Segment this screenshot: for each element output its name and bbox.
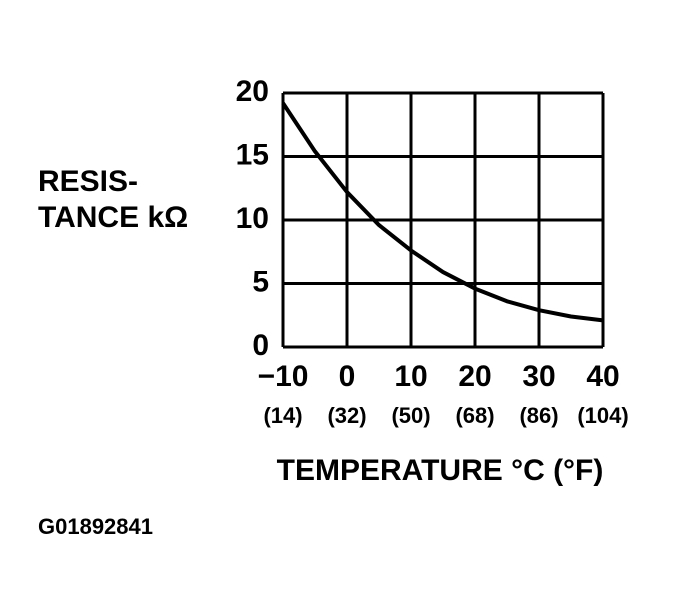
data-line bbox=[281, 102, 604, 323]
x-tick-label: 40 bbox=[586, 360, 619, 393]
x-tick-sublabel: (86) bbox=[519, 403, 558, 428]
x-axis-label: TEMPERATURE °C (°F) bbox=[277, 454, 604, 487]
y-tick-label: 10 bbox=[236, 202, 269, 235]
x-tick-sublabel: (50) bbox=[391, 403, 430, 428]
y-tick-label: 20 bbox=[236, 75, 269, 108]
x-tick-label: 0 bbox=[339, 360, 356, 393]
x-tick-sublabel: (104) bbox=[577, 403, 628, 428]
x-tick-sublabel: (32) bbox=[327, 403, 366, 428]
x-tick-sublabel: (68) bbox=[455, 403, 494, 428]
y-tick-label: 15 bbox=[236, 138, 269, 171]
x-tick-sublabel: (14) bbox=[263, 403, 302, 428]
x-tick-label: 10 bbox=[394, 360, 427, 393]
x-tick-label: 20 bbox=[458, 360, 491, 393]
y-axis-label: RESIS- bbox=[38, 165, 138, 198]
x-tick-label: −10 bbox=[258, 360, 309, 393]
y-axis-label: TANCE kΩ bbox=[38, 201, 188, 234]
x-tick-label: 30 bbox=[522, 360, 555, 393]
figure-id: G01892841 bbox=[38, 514, 153, 539]
y-tick-label: 5 bbox=[252, 265, 269, 298]
y-tick-label: 0 bbox=[252, 329, 269, 362]
